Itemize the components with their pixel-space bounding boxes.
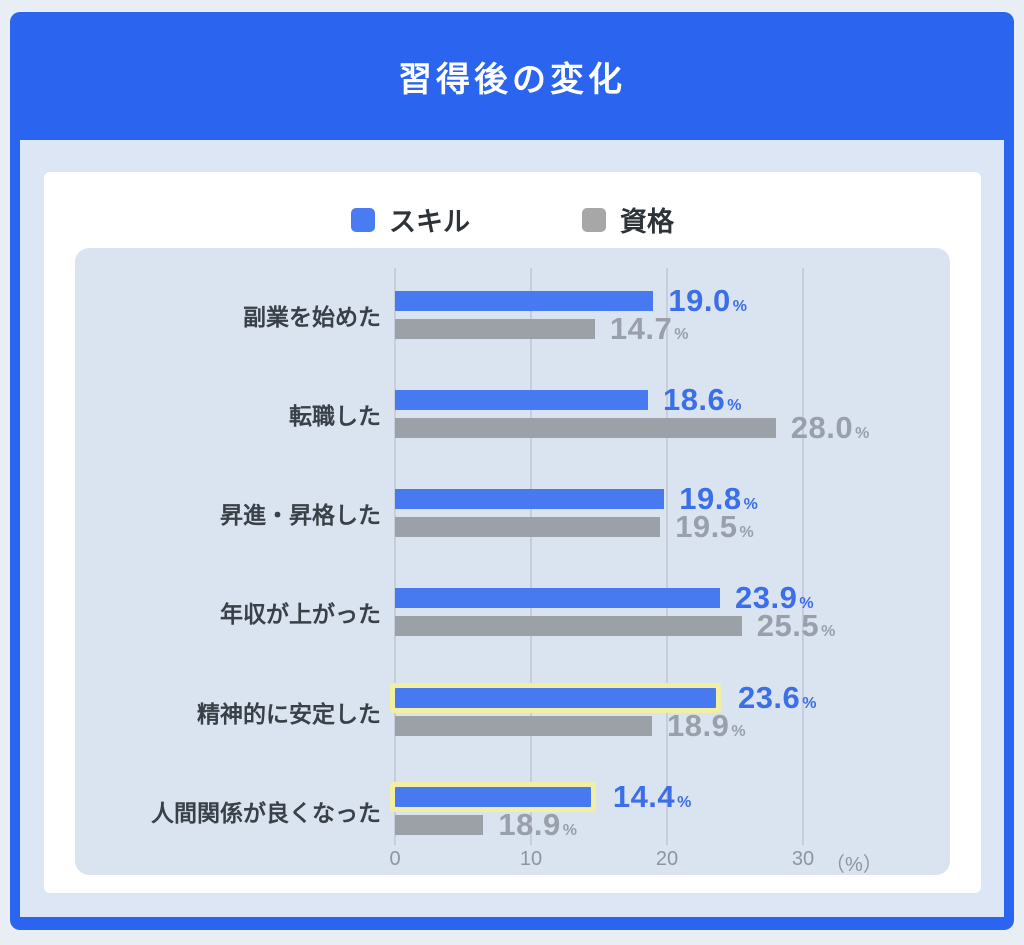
- percent-suffix: %: [677, 794, 692, 811]
- skill-value-1: 18.6%: [663, 382, 742, 418]
- value-number: 14.4: [612, 779, 676, 814]
- category-label: 精神的に安定した: [197, 700, 381, 727]
- percent-suffix: %: [731, 722, 747, 740]
- qualification-value-3: 25.5%: [757, 608, 836, 644]
- x-tick-label-20: 20: [655, 848, 679, 870]
- skill-bar-3: [395, 588, 721, 609]
- plot-area: 0 10 20 30 （%） 副業を始めた 19.0% 14.7% 転職した 18.6% 28.0%…: [75, 248, 950, 876]
- qualification-value-2: 19.5%: [675, 509, 754, 545]
- qualification-bar-2: [395, 517, 661, 538]
- x-tick-label-0: 0: [389, 848, 401, 870]
- value-number: 18.9: [667, 707, 730, 743]
- percent-suffix: %: [821, 623, 836, 641]
- percent-suffix: %: [743, 496, 759, 514]
- category-label: 転職した: [289, 402, 381, 429]
- percent-suffix: %: [732, 297, 748, 315]
- category-label: 年収が上がった: [220, 601, 381, 628]
- value-number: 14.7: [609, 310, 673, 346]
- skill-value-3: 23.9%: [735, 580, 814, 616]
- skill-value-5: 14.4%: [613, 779, 692, 815]
- qualification-bar-5: [395, 815, 484, 835]
- legend-label-skill: スキル: [389, 207, 470, 237]
- skill-color-swatch: [351, 207, 375, 232]
- percent-suffix: %: [674, 325, 689, 343]
- percent-suffix: %: [802, 694, 818, 712]
- value-number: 23.9: [735, 580, 798, 616]
- percent-suffix: %: [855, 424, 870, 442]
- legend-label-qualification: 資格: [620, 207, 674, 237]
- skill-bar-5: [395, 787, 591, 807]
- infographic-frame: 習得後の変化 スキル 資格 0 10 20 30 （%） 副業を始めた 19.0% 14.7%…: [10, 12, 1014, 930]
- skill-value-4: 23.6%: [738, 680, 817, 716]
- content-area: スキル 資格 0 10 20 30 （%） 副業を始めた 19.0% 14.7% 転職した 18.…: [20, 140, 1004, 917]
- skill-bar-2: [395, 489, 665, 510]
- percent-suffix: %: [739, 524, 755, 542]
- skill-bar-1: [395, 389, 648, 410]
- value-number: 19.8: [679, 481, 742, 517]
- qualification-value-5: 18.9%: [498, 807, 577, 843]
- qualification-bar-3: [395, 616, 742, 637]
- gridline-30: [802, 268, 804, 845]
- percent-suffix: %: [727, 396, 743, 414]
- value-number: 18.9: [498, 807, 561, 842]
- page-title: 習得後の変化: [398, 60, 626, 99]
- gridline-20: [666, 268, 668, 845]
- percent-suffix: %: [562, 822, 578, 839]
- legend-item-skill: スキル: [351, 200, 470, 239]
- qualification-value-0: 14.7%: [610, 311, 689, 347]
- value-number: 23.6: [737, 679, 801, 715]
- category-label: 副業を始めた: [243, 303, 381, 330]
- qualification-bar-1: [395, 417, 776, 438]
- x-axis-unit: （%）: [825, 854, 883, 876]
- qualification-bar-4: [395, 715, 653, 736]
- gridline-0: [394, 268, 396, 845]
- skill-value-0: 19.0%: [668, 283, 747, 319]
- skill-bar-0: [395, 290, 654, 311]
- value-number: 18.6: [662, 381, 726, 417]
- qualification-color-swatch: [582, 207, 606, 232]
- qualification-value-1: 28.0%: [791, 410, 870, 446]
- x-tick-label-10: 10: [519, 848, 543, 870]
- skill-bar-4: [395, 687, 716, 708]
- gridline-10: [530, 268, 532, 845]
- value-number: 25.5: [756, 608, 820, 644]
- header: 習得後の変化: [10, 12, 1014, 140]
- value-number: 19.5: [675, 509, 738, 545]
- legend: スキル 資格: [44, 200, 981, 239]
- skill-value-2: 19.8%: [679, 481, 758, 517]
- category-label: 人間関係が良くなった: [151, 800, 381, 826]
- legend-item-qualification: 資格: [582, 200, 674, 239]
- category-label: 昇進・昇格した: [220, 502, 381, 529]
- qualification-bar-0: [395, 318, 595, 339]
- x-tick-label-30: 30: [791, 848, 815, 870]
- value-number: 28.0: [790, 409, 854, 445]
- percent-suffix: %: [799, 595, 815, 613]
- qualification-value-4: 18.9%: [667, 708, 746, 744]
- chart-card: スキル 資格 0 10 20 30 （%） 副業を始めた 19.0% 14.7% 転職した 18.…: [44, 172, 981, 893]
- value-number: 19.0: [668, 282, 731, 318]
